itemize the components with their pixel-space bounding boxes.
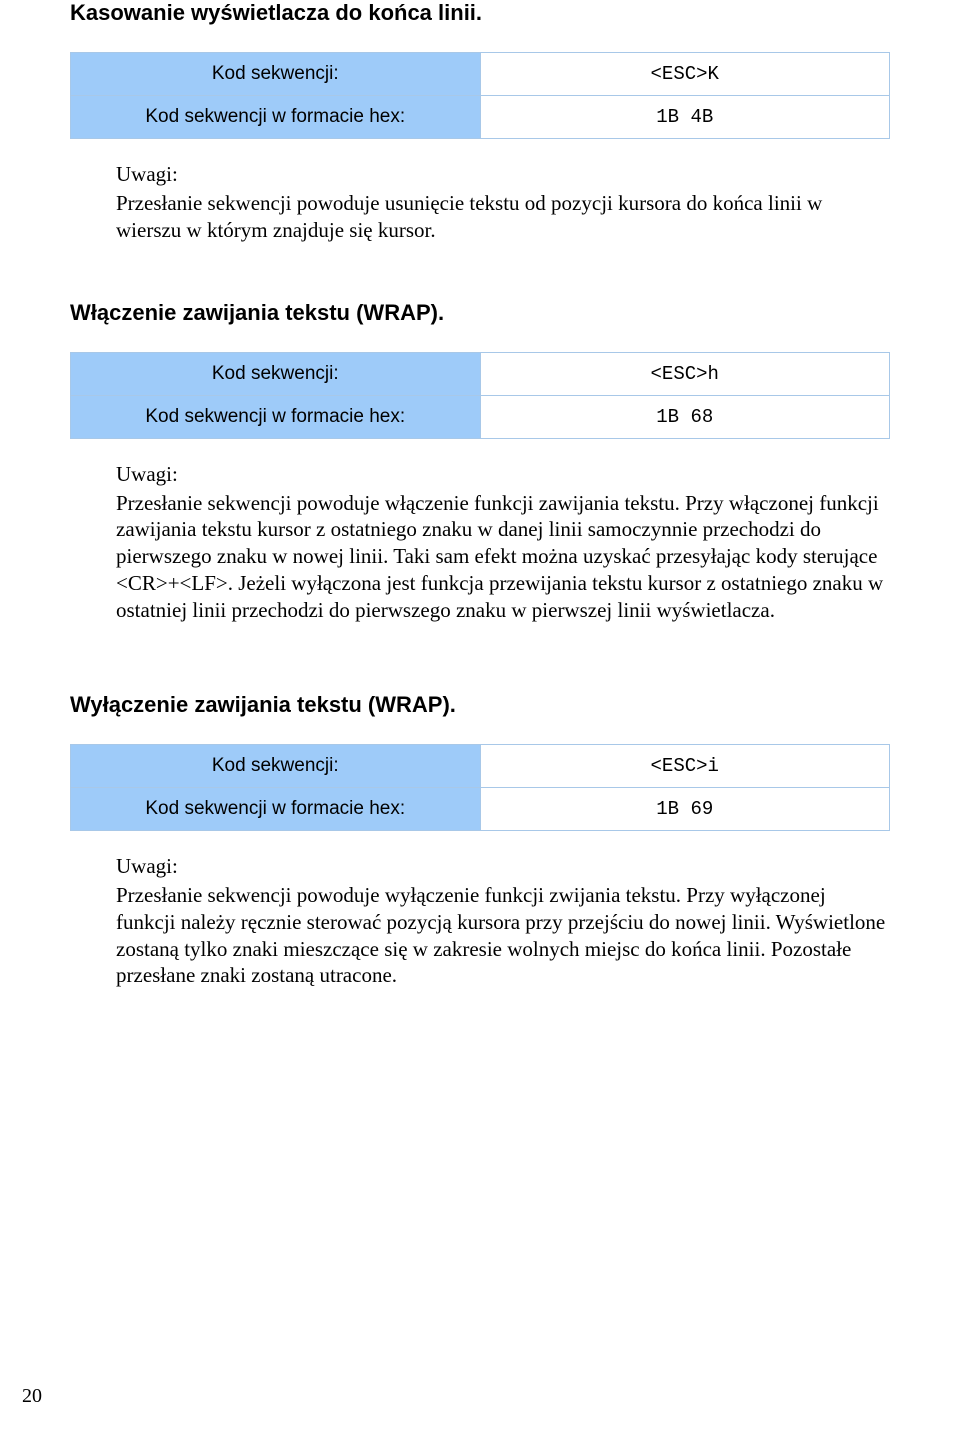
- value-cell-hex: 1B 4B: [480, 96, 890, 139]
- table-row: Kod sekwencji: <ESC>h: [71, 352, 890, 395]
- notes-body: Przesłanie sekwencji powoduje usunięcie …: [116, 190, 890, 244]
- section-title: Kasowanie wyświetlacza do końca linii.: [70, 0, 890, 26]
- table-row: Kod sekwencji w formacie hex: 1B 69: [71, 787, 890, 830]
- label-cell-sequence: Kod sekwencji:: [71, 352, 481, 395]
- page-number: 20: [22, 1385, 42, 1408]
- table-row: Kod sekwencji w formacie hex: 1B 68: [71, 395, 890, 438]
- label-cell-hex: Kod sekwencji w formacie hex:: [71, 96, 481, 139]
- notes-label: Uwagi:: [116, 853, 890, 880]
- section-title: Włączenie zawijania tekstu (WRAP).: [70, 300, 890, 326]
- code-sequence-table: Kod sekwencji: <ESC>K Kod sekwencji w fo…: [70, 52, 890, 139]
- value-cell-hex: 1B 68: [480, 395, 890, 438]
- notes-block: Uwagi: Przesłanie sekwencji powoduje usu…: [70, 161, 890, 244]
- code-sequence-table: Kod sekwencji: <ESC>h Kod sekwencji w fo…: [70, 352, 890, 439]
- table-row: Kod sekwencji: <ESC>K: [71, 53, 890, 96]
- table-row: Kod sekwencji: <ESC>i: [71, 744, 890, 787]
- notes-block: Uwagi: Przesłanie sekwencji powoduje włą…: [70, 461, 890, 624]
- notes-block: Uwagi: Przesłanie sekwencji powoduje wył…: [70, 853, 890, 989]
- label-cell-hex: Kod sekwencji w formacie hex:: [71, 787, 481, 830]
- value-cell-sequence: <ESC>K: [480, 53, 890, 96]
- label-cell-sequence: Kod sekwencji:: [71, 744, 481, 787]
- value-cell-hex: 1B 69: [480, 787, 890, 830]
- section-title: Wyłączenie zawijania tekstu (WRAP).: [70, 692, 890, 718]
- code-sequence-table: Kod sekwencji: <ESC>i Kod sekwencji w fo…: [70, 744, 890, 831]
- value-cell-sequence: <ESC>h: [480, 352, 890, 395]
- notes-label: Uwagi:: [116, 461, 890, 488]
- notes-label: Uwagi:: [116, 161, 890, 188]
- value-cell-sequence: <ESC>i: [480, 744, 890, 787]
- notes-body: Przesłanie sekwencji powoduje wyłączenie…: [116, 882, 890, 990]
- document-page: Kasowanie wyświetlacza do końca linii. K…: [0, 0, 960, 989]
- notes-body: Przesłanie sekwencji powoduje włączenie …: [116, 490, 890, 624]
- label-cell-sequence: Kod sekwencji:: [71, 53, 481, 96]
- label-cell-hex: Kod sekwencji w formacie hex:: [71, 395, 481, 438]
- table-row: Kod sekwencji w formacie hex: 1B 4B: [71, 96, 890, 139]
